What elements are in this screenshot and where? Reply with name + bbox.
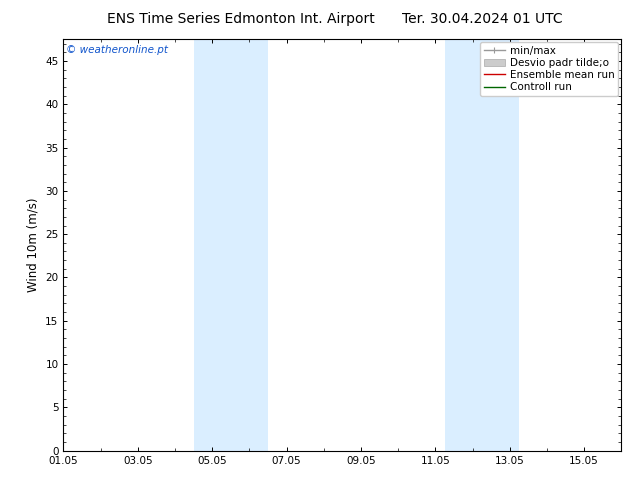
Bar (444, 39, 519, 451)
Text: ENS Time Series Edmonton Int. Airport: ENS Time Series Edmonton Int. Airport (107, 12, 375, 26)
Y-axis label: Wind 10m (m/s): Wind 10m (m/s) (27, 198, 40, 292)
Bar (193, 39, 268, 451)
Legend: min/max, Desvio padr tilde;o, Ensemble mean run, Controll run: min/max, Desvio padr tilde;o, Ensemble m… (480, 42, 618, 96)
Text: © weatheronline.pt: © weatheronline.pt (66, 46, 168, 55)
Text: Ter. 30.04.2024 01 UTC: Ter. 30.04.2024 01 UTC (401, 12, 562, 26)
